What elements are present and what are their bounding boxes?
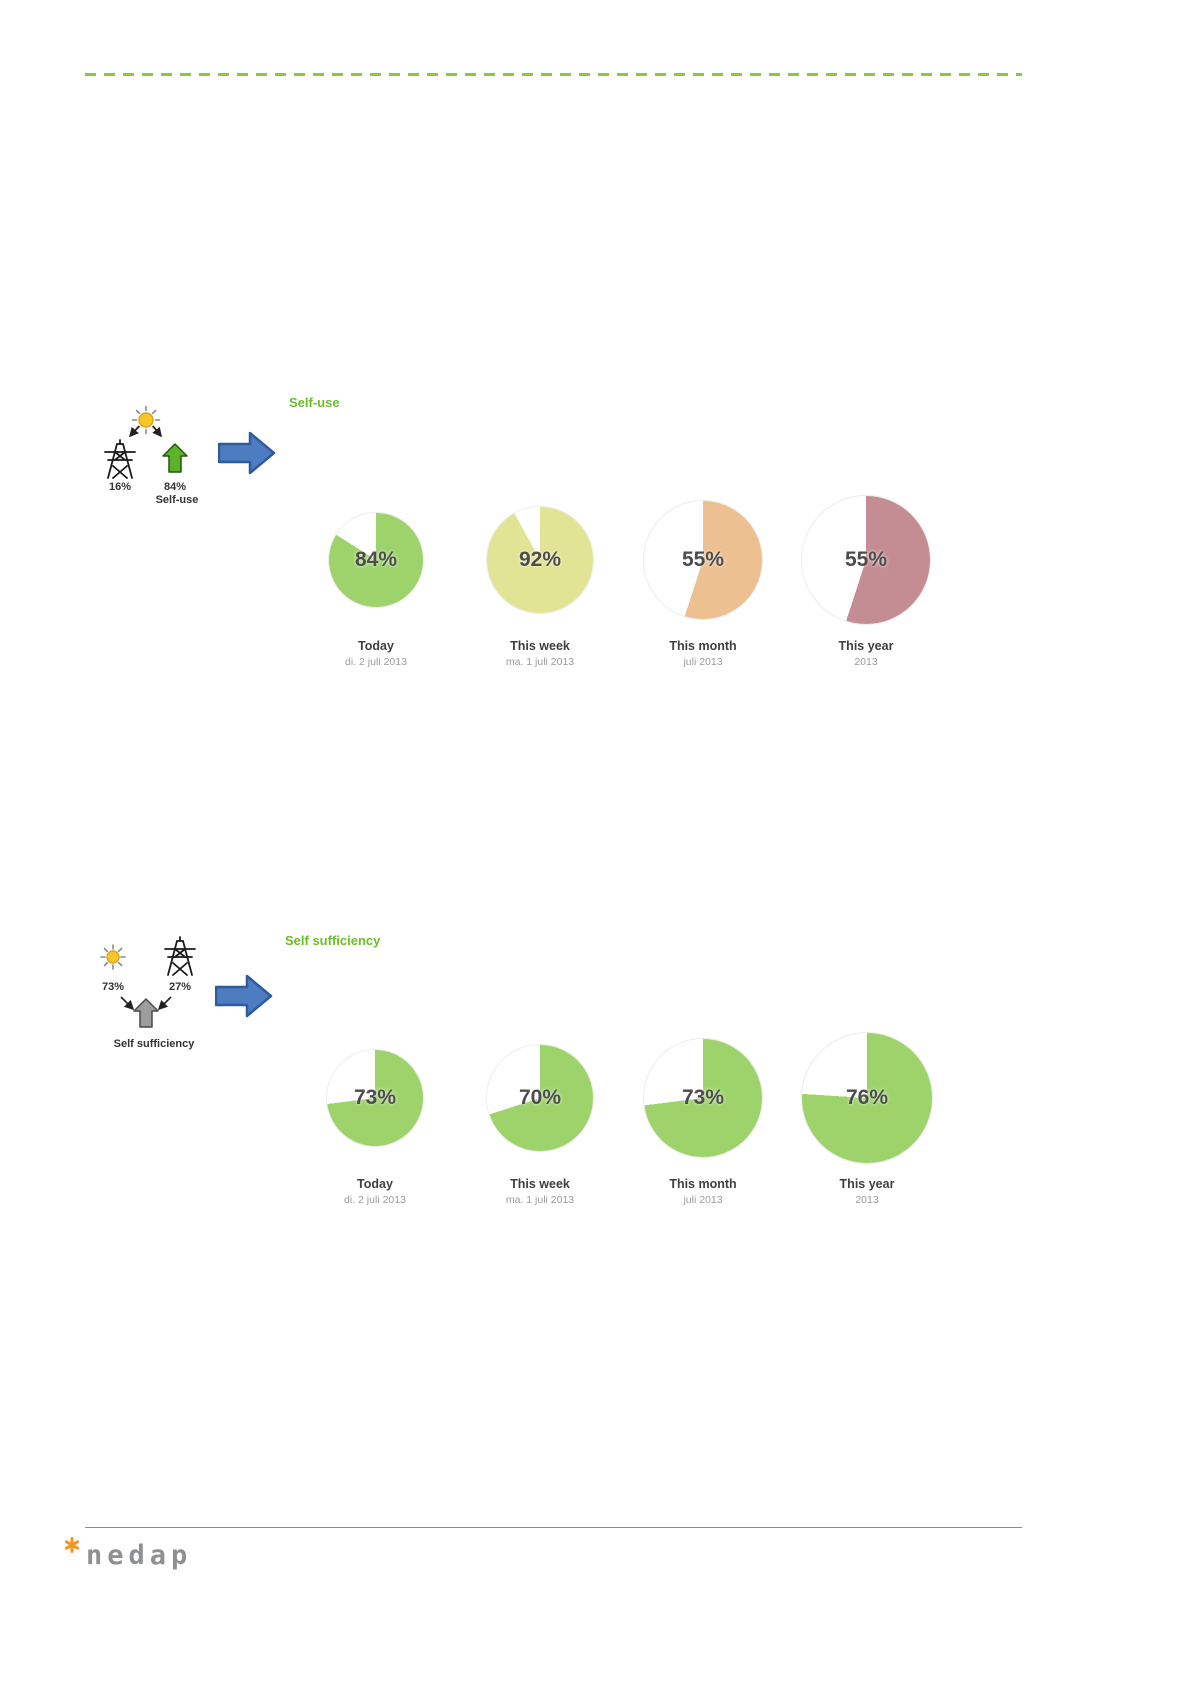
grid-share-label: 27% (169, 981, 191, 993)
section-pointer-arrow-icon (217, 430, 276, 481)
self-sufficiency-chart-this-year: 76% This year 2013 (787, 1027, 947, 1206)
self-sufficiency-chart-this-week: 70% This week ma. 1 juli 2013 (460, 1027, 620, 1206)
pylon-icon (104, 439, 136, 479)
pie-percent-label: 76% (845, 1086, 889, 1109)
nedap-wordmark: nedap (86, 1540, 193, 1571)
self-use-diagram: 16% 84% Self-use (95, 400, 215, 508)
date-label: juli 2013 (683, 656, 723, 668)
sun-icon (100, 944, 126, 970)
pie-percent-label: 84% (354, 548, 398, 571)
self-sufficiency-caption: Self sufficiency (114, 1038, 196, 1050)
sun-share-label: 73% (102, 981, 124, 993)
pie-percent-label: 73% (353, 1086, 397, 1109)
section-pointer-arrow-icon (214, 973, 273, 1024)
date-label: 2013 (854, 656, 878, 668)
sun-icon (131, 405, 161, 435)
pie-percent-label: 73% (681, 1086, 725, 1109)
period-label: This month (669, 639, 737, 653)
period-label: This month (669, 1177, 737, 1191)
pie-percent-label: 70% (518, 1086, 562, 1109)
period-label: Today (357, 1177, 393, 1191)
date-label: ma. 1 juli 2013 (505, 1194, 575, 1206)
grid-share-label: 16% (109, 481, 131, 493)
pie-chart: 70% (487, 1045, 593, 1151)
period-label: This week (510, 1177, 570, 1191)
pie-chart: 73% (644, 1039, 762, 1157)
pie-chart: 55% (644, 501, 762, 619)
section-title-self-use: Self-use (289, 395, 340, 410)
pylon-icon (164, 936, 196, 976)
pie-chart: 92% (487, 507, 593, 613)
pie-chart: 84% (329, 513, 423, 607)
nedap-logo: nedap (64, 1537, 192, 1569)
flow-to-grid-arrow-icon (128, 425, 140, 438)
top-dashed-divider (85, 73, 1022, 76)
self-use-chart-today: 84% Today di. 2 juli 2013 (296, 489, 456, 668)
date-label: ma. 1 juli 2013 (505, 656, 575, 668)
flow-to-home-arrow-icon (152, 425, 162, 438)
period-label: This week (510, 639, 570, 653)
date-label: juli 2013 (683, 1194, 723, 1206)
self-use-chart-this-week: 92% This week ma. 1 juli 2013 (460, 489, 620, 668)
pie-chart: 73% (327, 1050, 423, 1146)
home-arrow-icon (162, 443, 188, 473)
self-sufficiency-diagram: 73% 27% Self sufficiency (88, 935, 218, 1053)
self-use-chart-this-month: 55% This month juli 2013 (623, 489, 783, 668)
home-arrow-icon (133, 998, 159, 1028)
sun-to-home-arrow-icon (120, 996, 135, 1011)
period-label: This year (839, 1177, 895, 1191)
footer-divider (85, 1527, 1022, 1528)
date-label: di. 2 juli 2013 (344, 1194, 406, 1206)
self-use-caption: Self-use (156, 494, 199, 506)
section-title-self-sufficiency: Self sufficiency (285, 933, 381, 948)
date-label: di. 2 juli 2013 (345, 656, 407, 668)
pie-percent-label: 55% (844, 548, 888, 571)
period-label: Today (358, 639, 394, 653)
date-label: 2013 (855, 1194, 879, 1206)
period-label: This year (838, 639, 894, 653)
pie-percent-label: 92% (518, 548, 562, 571)
pie-chart: 76% (802, 1033, 932, 1163)
grid-to-home-arrow-icon (157, 996, 172, 1011)
self-sufficiency-chart-today: 73% Today di. 2 juli 2013 (295, 1027, 455, 1206)
self-use-chart-this-year: 55% This year 2013 (786, 489, 946, 668)
self-use-share-label: 84% (164, 481, 186, 493)
nedap-star-icon (64, 1537, 80, 1553)
pie-percent-label: 55% (681, 548, 725, 571)
self-sufficiency-chart-this-month: 73% This month juli 2013 (623, 1027, 783, 1206)
pie-chart: 55% (802, 496, 930, 624)
